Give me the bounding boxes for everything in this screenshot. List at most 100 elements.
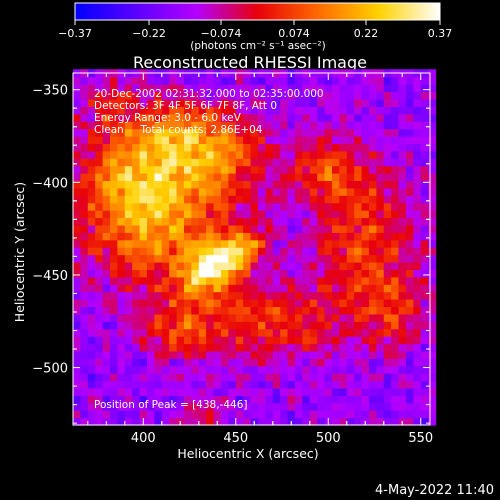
heatmap-cell — [413, 76, 422, 85]
heatmap-cell — [346, 135, 355, 144]
heatmap-cell — [287, 187, 296, 196]
heatmap-cell — [287, 321, 296, 330]
heatmap-cell — [405, 135, 414, 144]
heatmap-cell — [80, 410, 89, 419]
heatmap-cell — [280, 84, 289, 93]
heatmap-cell — [398, 84, 407, 93]
heatmap-cell — [109, 402, 118, 411]
heatmap-cell — [161, 165, 170, 174]
heatmap-cell — [376, 106, 385, 115]
heatmap-cell — [228, 143, 237, 152]
heatmap-cell — [331, 269, 340, 278]
heatmap-cell — [109, 328, 118, 337]
heatmap-cell — [391, 121, 400, 130]
heatmap-cell — [250, 195, 259, 204]
heatmap-cell — [294, 217, 303, 226]
heatmap-cell — [95, 343, 104, 352]
heatmap-cell — [368, 417, 377, 426]
heatmap-cell — [302, 284, 311, 293]
heatmap-cell — [376, 291, 385, 300]
heatmap-cell — [287, 195, 296, 204]
heatmap-cell — [109, 232, 118, 241]
heatmap-cell — [213, 395, 222, 404]
heatmap-cell — [146, 306, 155, 315]
heatmap-cell — [405, 410, 414, 419]
heatmap-cell — [117, 321, 126, 330]
heatmap-cell — [413, 121, 422, 130]
heatmap-cell — [169, 276, 178, 285]
heatmap-cell — [87, 291, 96, 300]
heatmap-cell — [80, 328, 89, 337]
heatmap-cell — [309, 350, 318, 359]
heatmap-cell — [73, 417, 81, 426]
heatmap-cell — [206, 91, 215, 100]
heatmap-cell — [405, 165, 414, 174]
heatmap-cell — [272, 173, 281, 182]
heatmap-cell — [413, 224, 422, 233]
heatmap-cell — [73, 143, 81, 152]
heatmap-cell — [183, 106, 192, 115]
heatmap-cell — [257, 239, 266, 248]
heatmap-cell — [95, 350, 104, 359]
heatmap-cell — [391, 350, 400, 359]
heatmap-cell — [139, 306, 148, 315]
heatmap-cell — [206, 84, 215, 93]
heatmap-cell — [428, 291, 437, 300]
heatmap-cell — [309, 358, 318, 367]
heatmap-cell — [124, 217, 133, 226]
heatmap-cell — [206, 380, 215, 389]
heatmap-cell — [146, 380, 155, 389]
heatmap-cell — [405, 121, 414, 130]
heatmap-cell — [220, 239, 229, 248]
heatmap-cell — [309, 336, 318, 345]
heatmap-cell — [235, 373, 244, 382]
heatmap-cell — [391, 417, 400, 426]
heatmap-cell — [383, 284, 392, 293]
heatmap-cell — [280, 210, 289, 219]
heatmap-cell — [398, 187, 407, 196]
heatmap-cell — [183, 232, 192, 241]
heatmap-cell — [317, 224, 326, 233]
heatmap-cell — [398, 395, 407, 404]
heatmap-cell — [243, 239, 252, 248]
heatmap-cell — [302, 91, 311, 100]
heatmap-cell — [206, 217, 215, 226]
heatmap-cell — [420, 165, 429, 174]
heatmap-cell — [191, 180, 200, 189]
heatmap-cell — [220, 291, 229, 300]
heatmap-cell — [265, 180, 274, 189]
heatmap-cell — [220, 261, 229, 270]
heatmap-cell — [361, 128, 370, 137]
heatmap-cell — [354, 261, 363, 270]
heatmap-cell — [354, 202, 363, 211]
heatmap-cell — [428, 84, 437, 93]
heatmap-cell — [198, 165, 207, 174]
heatmap-cell — [95, 232, 104, 241]
heatmap-cell — [250, 291, 259, 300]
heatmap-cell — [161, 135, 170, 144]
heatmap-cell — [161, 387, 170, 396]
heatmap-cell — [154, 261, 163, 270]
heatmap-cell — [109, 269, 118, 278]
heatmap-cell — [206, 373, 215, 382]
heatmap-cell — [368, 187, 377, 196]
heatmap-cell — [117, 328, 126, 337]
heatmap-cell — [420, 150, 429, 159]
heatmap-cell — [272, 395, 281, 404]
heatmap-cell — [117, 150, 126, 159]
heatmap-cell — [354, 187, 363, 196]
heatmap-cell — [146, 217, 155, 226]
heatmap-cell — [117, 417, 126, 426]
heatmap-cell — [80, 261, 89, 270]
heatmap-cell — [354, 113, 363, 122]
heatmap-cell — [95, 313, 104, 322]
heatmap-cell — [176, 135, 185, 144]
heatmap-cell — [161, 276, 170, 285]
heatmap-cell — [272, 158, 281, 167]
heatmap-cell — [213, 128, 222, 137]
heatmap-cell — [213, 113, 222, 122]
heatmap-cell — [235, 387, 244, 396]
heatmap-cell — [139, 336, 148, 345]
heatmap-cell — [317, 410, 326, 419]
heatmap-cell — [109, 195, 118, 204]
